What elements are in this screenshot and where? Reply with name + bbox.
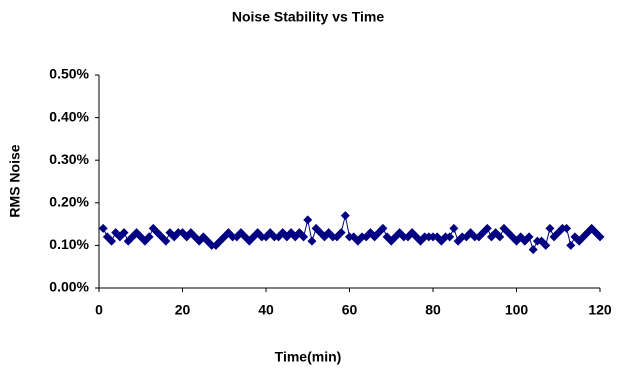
x-tick-label: 20 xyxy=(175,302,191,318)
x-tick-label: 80 xyxy=(425,302,441,318)
x-tick-label: 60 xyxy=(342,302,358,318)
x-axis-label: Time(min) xyxy=(275,349,342,365)
marker xyxy=(562,223,572,233)
marker xyxy=(107,236,117,246)
marker xyxy=(98,223,108,233)
marker xyxy=(378,223,388,233)
marker xyxy=(336,228,346,238)
marker xyxy=(495,232,505,242)
marker xyxy=(161,236,171,246)
marker xyxy=(541,240,551,250)
marker xyxy=(528,245,538,255)
chart-title: Noise Stability vs Time xyxy=(232,9,384,25)
y-tick-label: 0.30% xyxy=(49,151,89,167)
x-tick-label: 100 xyxy=(505,302,529,318)
marker xyxy=(595,232,605,242)
marker xyxy=(119,228,129,238)
y-axis-label: RMS Noise xyxy=(7,144,23,217)
y-tick-label: 0.50% xyxy=(49,66,89,82)
marker xyxy=(144,232,154,242)
x-tick-label: 0 xyxy=(95,302,103,318)
y-tick-label: 0.10% xyxy=(49,236,89,252)
y-tick-label: 0.20% xyxy=(49,194,89,210)
marker xyxy=(307,236,317,246)
marker xyxy=(482,223,492,233)
marker xyxy=(340,211,350,221)
marker xyxy=(299,232,309,242)
marker xyxy=(524,232,534,242)
marker xyxy=(566,240,576,250)
marker xyxy=(445,232,455,242)
y-tick-label: 0.00% xyxy=(49,279,89,295)
marker xyxy=(303,215,313,225)
marker xyxy=(503,228,513,238)
x-tick-label: 40 xyxy=(258,302,274,318)
x-tick-label: 120 xyxy=(588,302,612,318)
y-tick-label: 0.40% xyxy=(49,108,89,124)
marker xyxy=(449,223,459,233)
marker xyxy=(545,223,555,233)
